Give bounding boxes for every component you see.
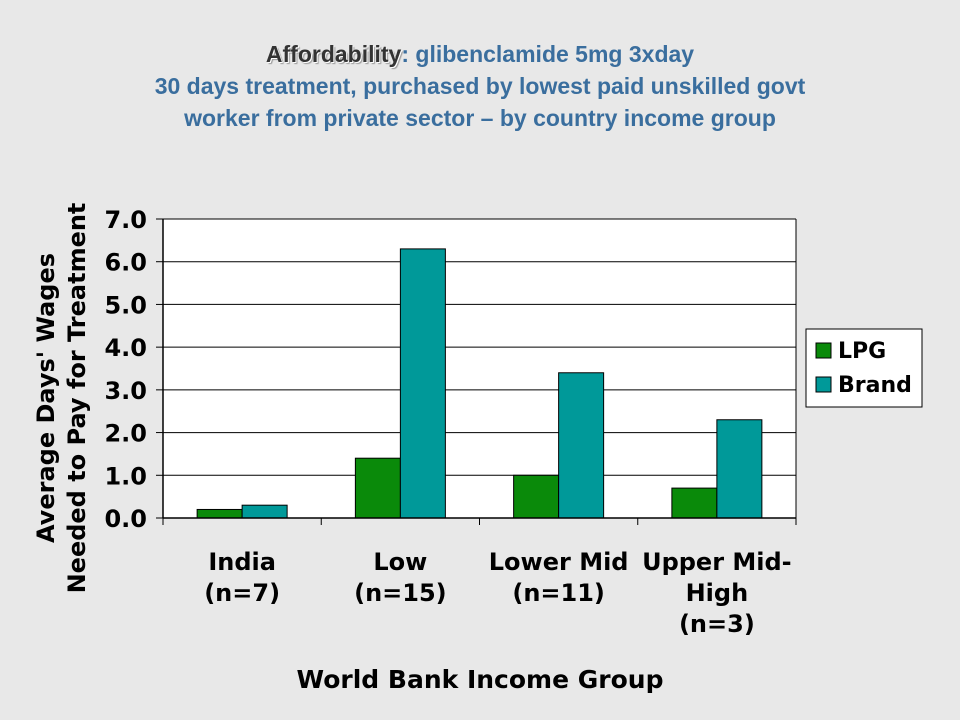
x-axis-title: World Bank Income Group: [297, 665, 664, 694]
plot-area: [163, 219, 796, 518]
title-lead: Affordability: [265, 41, 402, 67]
y-tick-label: 4.0: [104, 334, 147, 362]
legend-swatch-lpg: [815, 342, 832, 359]
y-tick-label: 5.0: [104, 291, 147, 319]
legend-label-brand: Brand: [838, 373, 912, 398]
legend-swatch-brand: [815, 376, 832, 393]
axes: [156, 218, 797, 525]
y-tick-label: 1.0: [104, 462, 147, 490]
bars: [196, 248, 763, 519]
y-axis-title-line: Average Days' Wages: [32, 253, 60, 543]
bar-brand-0: [241, 504, 288, 519]
y-tick-label: 3.0: [104, 377, 147, 405]
category-label: Lower Mid: [489, 548, 629, 576]
bar-lpg-2: [513, 474, 560, 519]
category-label: India: [208, 548, 276, 576]
y-axis-title: Average Days' Wages Needed to Pay for Tre…: [32, 203, 91, 594]
legend-label-lpg: LPG: [838, 339, 886, 364]
y-axis-title-line: Needed to Pay for Treatment: [63, 203, 91, 594]
gridlines: [163, 218, 796, 519]
category-label: (n=7): [204, 579, 280, 607]
bar-lpg-3: [671, 487, 718, 519]
title-line-1: Affordability: glibenclamide 5mg 3xday: [0, 38, 960, 70]
y-tick-label: 0.0: [104, 505, 147, 533]
y-tick-label: 6.0: [104, 249, 147, 277]
x-category-labels: India (n=7) Low (n=15) Lower Mid (n=11) Upper …: [204, 548, 791, 638]
category-label: (n=15): [354, 579, 447, 607]
category-label: (n=11): [512, 579, 605, 607]
bar-brand-2: [558, 372, 605, 519]
chart-title: Affordability: glibenclamide 5mg 3xday 3…: [0, 38, 960, 134]
category-label: (n=3): [679, 610, 755, 638]
bar-lpg-0: [196, 508, 243, 519]
category-label: Low: [373, 548, 427, 576]
bar-lpg-1: [354, 457, 401, 519]
legend-box: [805, 328, 923, 408]
title-line-2: 30 days treatment, purchased by lowest p…: [154, 73, 806, 99]
category-label: Upper Mid-: [642, 548, 792, 576]
legend: LPG Brand: [805, 328, 923, 408]
y-tick-label: 2.0: [104, 420, 147, 448]
title-line-3: worker from private sector – by country …: [184, 105, 776, 131]
bar-brand-1: [399, 248, 446, 519]
title-rest: : glibenclamide 5mg 3xday: [401, 41, 695, 67]
y-tick-label: 7.0: [104, 206, 147, 234]
bar-brand-3: [716, 419, 763, 519]
y-tick-labels: 0.0 1.0 2.0 3.0 4.0 5.0 6.0 7.0: [104, 206, 147, 533]
category-label: High: [686, 579, 749, 607]
